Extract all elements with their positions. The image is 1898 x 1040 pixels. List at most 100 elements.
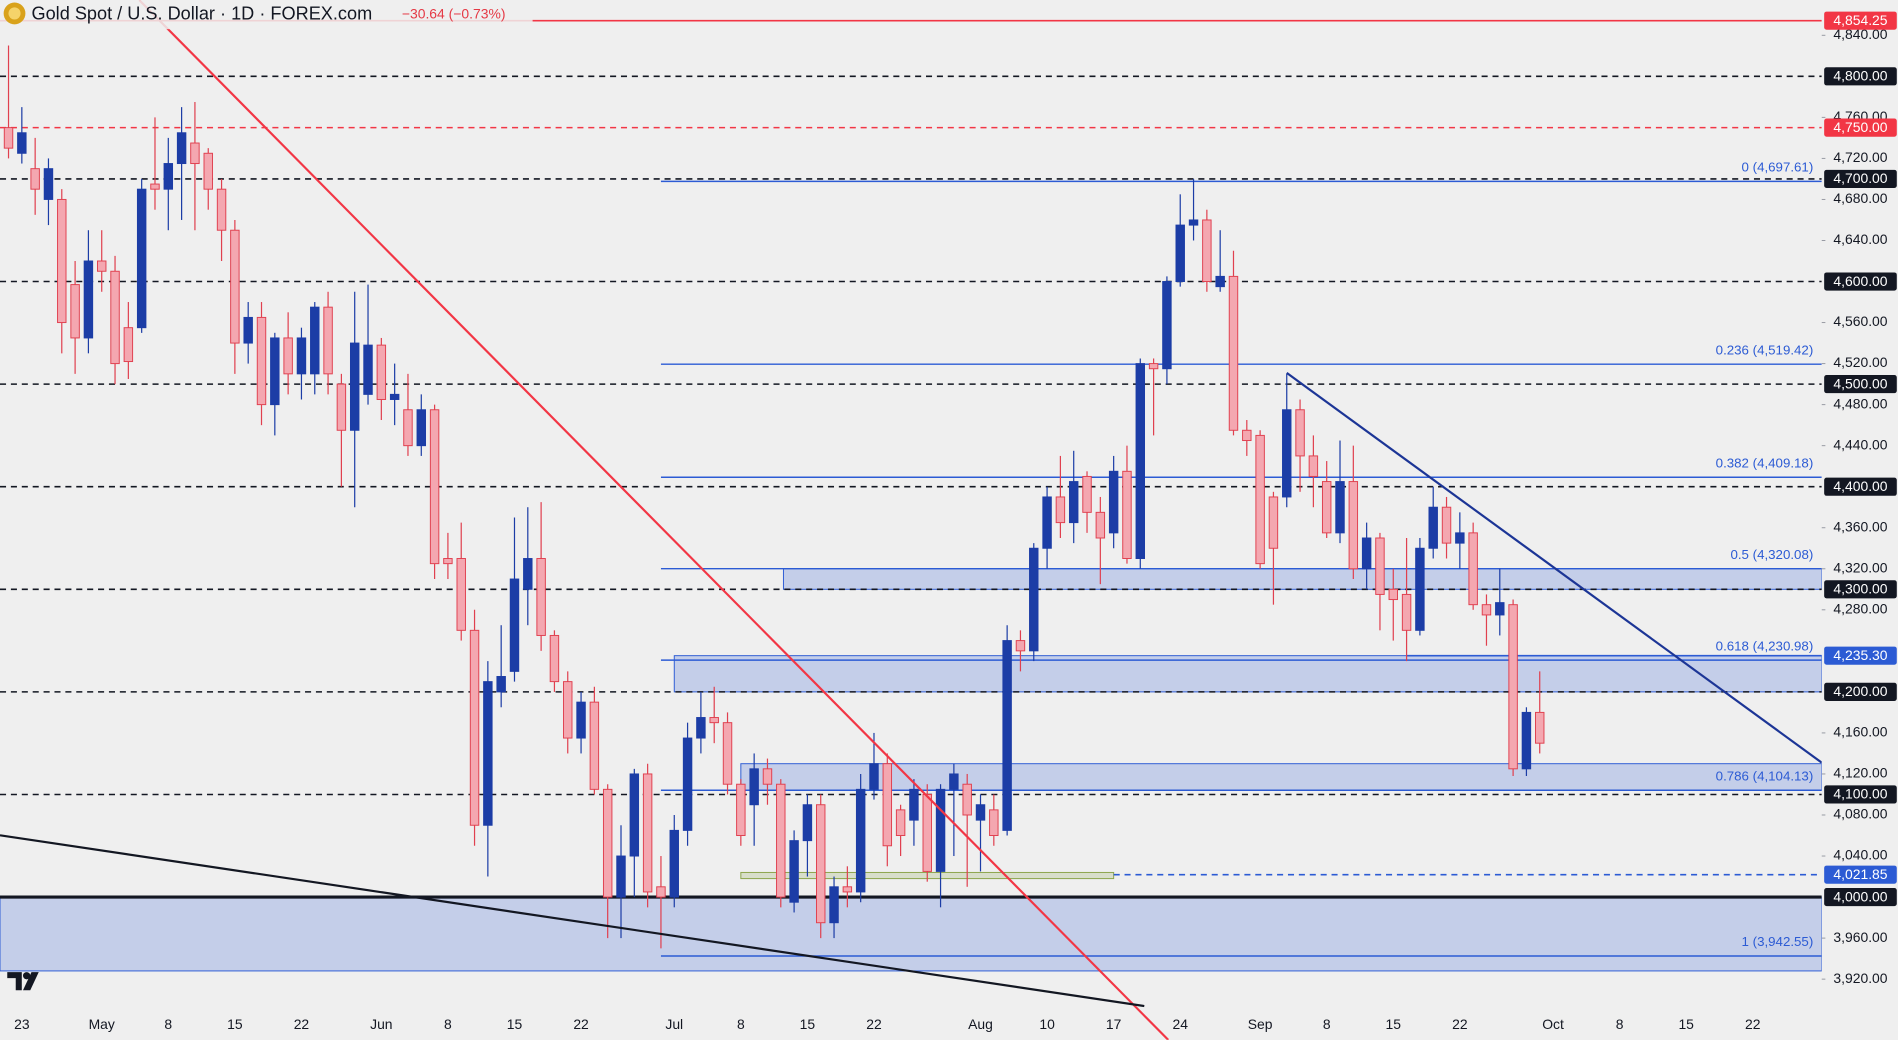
candle-body	[776, 783, 786, 898]
level-label-box	[1824, 11, 1897, 30]
y-tick-label: 4,120.00	[1833, 765, 1887, 781]
candle-body	[1228, 275, 1239, 431]
candle-body	[190, 142, 200, 165]
candle-body	[1348, 481, 1359, 570]
candle-body	[589, 701, 600, 790]
candle-body	[536, 558, 546, 636]
y-tick-label: 4,640.00	[1833, 231, 1887, 247]
candle-body	[616, 855, 626, 898]
tv-logo-dot	[22, 972, 31, 980]
fib-label: 0.5 (4,320.08)	[1730, 547, 1813, 562]
candle-body	[1055, 496, 1066, 524]
candle-body	[1495, 602, 1505, 616]
x-tick-label: 22	[573, 1016, 589, 1032]
candle-body	[416, 409, 427, 447]
fib-label: 0.618 (4,230.98)	[1716, 638, 1814, 653]
x-tick-label: Jul	[665, 1016, 683, 1032]
candle-body	[123, 327, 134, 363]
x-tick-label: 15	[800, 1016, 816, 1032]
candle-body	[802, 804, 813, 842]
level-label-box	[1824, 477, 1897, 496]
level-label: 4,235.30	[1833, 647, 1887, 663]
level-label: 4,200.00	[1833, 683, 1887, 699]
candle-body	[376, 344, 387, 400]
candle-body	[243, 316, 253, 344]
candle-body	[709, 717, 719, 724]
level-label-box	[1824, 67, 1897, 86]
y-tick-label: 4,560.00	[1833, 313, 1887, 329]
plot-area: 0 (4,697.61) 0.236 (4,519.42) 0.382 (4,409…	[0, 0, 1822, 1040]
candle-body	[789, 840, 799, 903]
candle-body	[949, 773, 959, 790]
y-tick-label: 4,360.00	[1833, 518, 1887, 534]
level-label: 4,021.85	[1833, 866, 1887, 882]
symbol-logo-inner	[8, 7, 21, 20]
candle-body	[549, 634, 560, 683]
candle-body	[922, 793, 932, 872]
candle-body	[629, 773, 640, 857]
candle-body	[1481, 604, 1492, 616]
tv-logo-v	[22, 972, 39, 991]
level-label-box	[1824, 646, 1897, 665]
candle-body	[43, 168, 54, 200]
candle-body	[110, 270, 120, 365]
candle-body	[1375, 537, 1385, 595]
candle-body	[216, 188, 227, 231]
level-label: 4,000.00	[1833, 888, 1887, 904]
level-label: 4,400.00	[1833, 478, 1887, 494]
candle-body	[3, 127, 14, 149]
candle-body	[1455, 532, 1465, 544]
candle-body	[1508, 604, 1518, 770]
level-label: 4,300.00	[1833, 581, 1887, 597]
level-label-box	[1824, 682, 1897, 701]
x-tick-label: Oct	[1542, 1016, 1564, 1032]
candle-body	[975, 804, 986, 821]
candle-body	[909, 788, 919, 821]
y-tick-label: 4,280.00	[1833, 600, 1887, 616]
y-tick-label: 4,040.00	[1833, 847, 1887, 863]
header-bg	[0, 0, 533, 30]
candle-body	[1135, 363, 1146, 559]
candle-body	[656, 886, 666, 898]
candle-body	[1082, 475, 1092, 513]
candle-body	[1428, 506, 1438, 549]
candle-body	[310, 306, 320, 375]
candle-body	[1015, 640, 1026, 652]
fib-label: 0.382 (4,409.18)	[1716, 455, 1814, 470]
x-tick-label: 8	[1616, 1016, 1624, 1032]
candle-body	[1308, 455, 1319, 477]
zone	[782, 568, 1822, 590]
trendline	[138, 0, 1170, 1040]
y-tick-label: 4,080.00	[1833, 806, 1887, 822]
x-tick-label: 22	[1745, 1016, 1761, 1032]
x-tick-label: 22	[1452, 1016, 1468, 1032]
candle-body	[1295, 409, 1305, 457]
candle-body	[563, 681, 573, 739]
candle-body	[1122, 470, 1132, 559]
x-tick-label: 8	[444, 1016, 452, 1032]
candle-body	[97, 260, 107, 272]
candle-body	[296, 337, 307, 375]
candle-body	[1215, 275, 1225, 288]
candle-body	[1441, 506, 1452, 544]
candle-body	[1042, 496, 1052, 549]
y-tick-label: 4,160.00	[1833, 724, 1887, 740]
candle-body	[256, 316, 267, 406]
level-label: 4,800.00	[1833, 68, 1887, 84]
x-tick-label: 15	[507, 1016, 523, 1032]
candle-body	[722, 722, 733, 785]
x-tick-label: 15	[1678, 1016, 1694, 1032]
fib-label: 0 (4,697.61)	[1742, 160, 1814, 175]
candle-body	[1535, 711, 1545, 744]
candle-body	[842, 886, 853, 893]
level-label-box	[1824, 375, 1897, 394]
candle-body	[1268, 496, 1279, 549]
level-label-box	[1824, 785, 1897, 804]
candle-body	[1282, 409, 1292, 498]
y-tick-label: 4,440.00	[1833, 436, 1887, 452]
level-label-box	[1824, 272, 1897, 291]
x-tick-label: 22	[294, 1016, 310, 1032]
candle-body	[989, 809, 999, 836]
candle-body	[1068, 481, 1079, 524]
